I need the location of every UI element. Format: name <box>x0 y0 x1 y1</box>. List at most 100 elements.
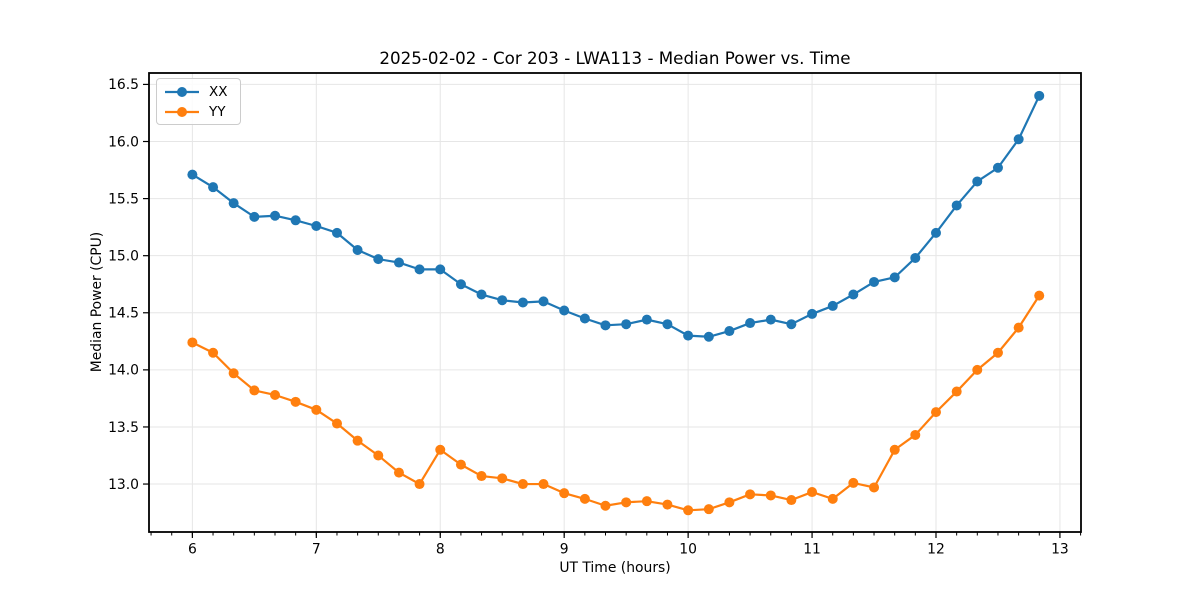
series-YY-point <box>249 385 260 396</box>
series-XX-point <box>724 326 735 337</box>
plot-border <box>148 72 1082 533</box>
series-YY-point <box>455 459 466 470</box>
series-XX-point <box>538 296 549 307</box>
series-YY-point <box>579 493 590 504</box>
legend-item-yy: YY <box>164 102 228 121</box>
series-YY-point <box>910 429 921 440</box>
series-YY-point <box>869 482 880 493</box>
y-tick-label: 15.0 <box>108 248 139 264</box>
series-XX-point <box>600 320 611 331</box>
legend-label: YY <box>209 103 226 120</box>
series-XX-point <box>1034 90 1045 101</box>
series-XX-point <box>807 308 818 319</box>
series-YY-point <box>414 479 425 490</box>
series-XX-point <box>930 227 941 238</box>
series-YY-point <box>745 489 756 500</box>
y-tick-label: 13.5 <box>108 420 139 436</box>
y-tick-label: 16.5 <box>108 77 139 93</box>
series-YY-point <box>765 490 776 501</box>
series-XX-point <box>765 314 776 325</box>
series-YY-point <box>311 404 322 415</box>
x-tick-label: 7 <box>312 542 321 558</box>
series-YY-point <box>662 499 673 510</box>
series-YY-point <box>538 479 549 490</box>
series-XX-point <box>352 244 363 255</box>
y-tick-label: 14.5 <box>108 306 139 322</box>
series-XX-point <box>373 254 384 265</box>
series-XX-point <box>208 182 219 193</box>
y-axis-label: Median Power (CPU) <box>89 231 105 373</box>
series-XX-point <box>270 210 281 221</box>
series-YY-point <box>827 493 838 504</box>
series-XX-point <box>951 200 962 211</box>
series-XX-point <box>249 211 260 222</box>
series-XX-point <box>455 279 466 290</box>
series-YY-point <box>972 364 983 375</box>
series-YY-point <box>889 444 900 455</box>
series-XX-point <box>559 305 570 316</box>
series-YY-point <box>187 337 198 348</box>
series-YY-point <box>497 473 508 484</box>
series-XX-point <box>703 331 714 342</box>
y-tick-label: 13.0 <box>108 477 139 493</box>
legend-item-xx: XX <box>164 82 228 101</box>
legend-marker-icon <box>177 86 187 97</box>
legend-label: XX <box>209 83 228 100</box>
series-YY-point <box>290 396 301 407</box>
series-YY-point <box>786 495 797 506</box>
series-XX-point <box>311 221 322 231</box>
series-YY-point <box>600 500 611 511</box>
x-tick-label: 8 <box>436 542 445 558</box>
series-XX-point <box>848 289 859 300</box>
series-XX-point <box>621 319 632 330</box>
series-YY-point <box>393 467 404 478</box>
x-tick-label: 10 <box>679 542 697 558</box>
series-YY-point <box>807 487 818 498</box>
x-tick-label: 12 <box>927 542 945 558</box>
series-XX-point <box>393 257 404 268</box>
series-YY-point <box>517 479 528 490</box>
series-XX-point <box>910 252 921 263</box>
series-XX-point <box>435 264 446 275</box>
x-tick-label: 13 <box>1051 542 1069 558</box>
series-XX-point <box>497 295 508 306</box>
series-XX-point <box>641 314 652 325</box>
series-XX-point <box>332 227 343 238</box>
series-YY-point <box>641 496 652 507</box>
series-YY-point <box>373 450 384 461</box>
series-XX-point <box>579 313 590 324</box>
series-YY-point <box>1013 322 1024 333</box>
series-YY-point <box>435 444 446 455</box>
series-XX-point <box>786 319 797 330</box>
series-YY-point <box>848 477 859 488</box>
x-tick-label: 9 <box>560 542 569 558</box>
series-XX-point <box>517 297 528 308</box>
series-XX-point <box>972 176 983 187</box>
series-YY-point <box>724 497 735 508</box>
series-XX-point <box>992 162 1003 173</box>
series-XX-point <box>476 289 487 300</box>
series-YY-point <box>208 347 219 358</box>
y-tick-label: 14.0 <box>108 363 139 379</box>
series-YY-point <box>1034 290 1045 301</box>
y-tick-label: 16.0 <box>108 134 139 150</box>
series-YY-point <box>352 435 363 446</box>
series-YY-line <box>191 295 1041 512</box>
series-YY-point <box>951 386 962 397</box>
x-axis-label: UT Time (hours) <box>559 560 671 576</box>
series-YY-point <box>992 347 1003 358</box>
series-YY-point <box>476 471 487 482</box>
series-YY-point <box>683 505 694 516</box>
series-XX-point <box>228 198 239 209</box>
series-XX-point <box>414 264 425 275</box>
series-XX-point <box>1013 134 1024 145</box>
series-XX-point <box>290 215 301 226</box>
series-XX-point <box>889 272 900 283</box>
legend-marker-icon <box>177 106 187 117</box>
series-YY-point <box>332 418 343 429</box>
series-YY-point <box>703 504 714 515</box>
series-XX-point <box>827 300 838 311</box>
